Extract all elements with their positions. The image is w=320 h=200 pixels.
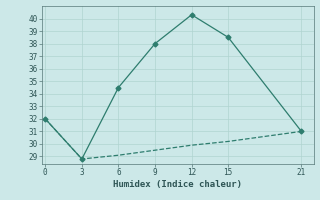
X-axis label: Humidex (Indice chaleur): Humidex (Indice chaleur) bbox=[113, 180, 242, 189]
